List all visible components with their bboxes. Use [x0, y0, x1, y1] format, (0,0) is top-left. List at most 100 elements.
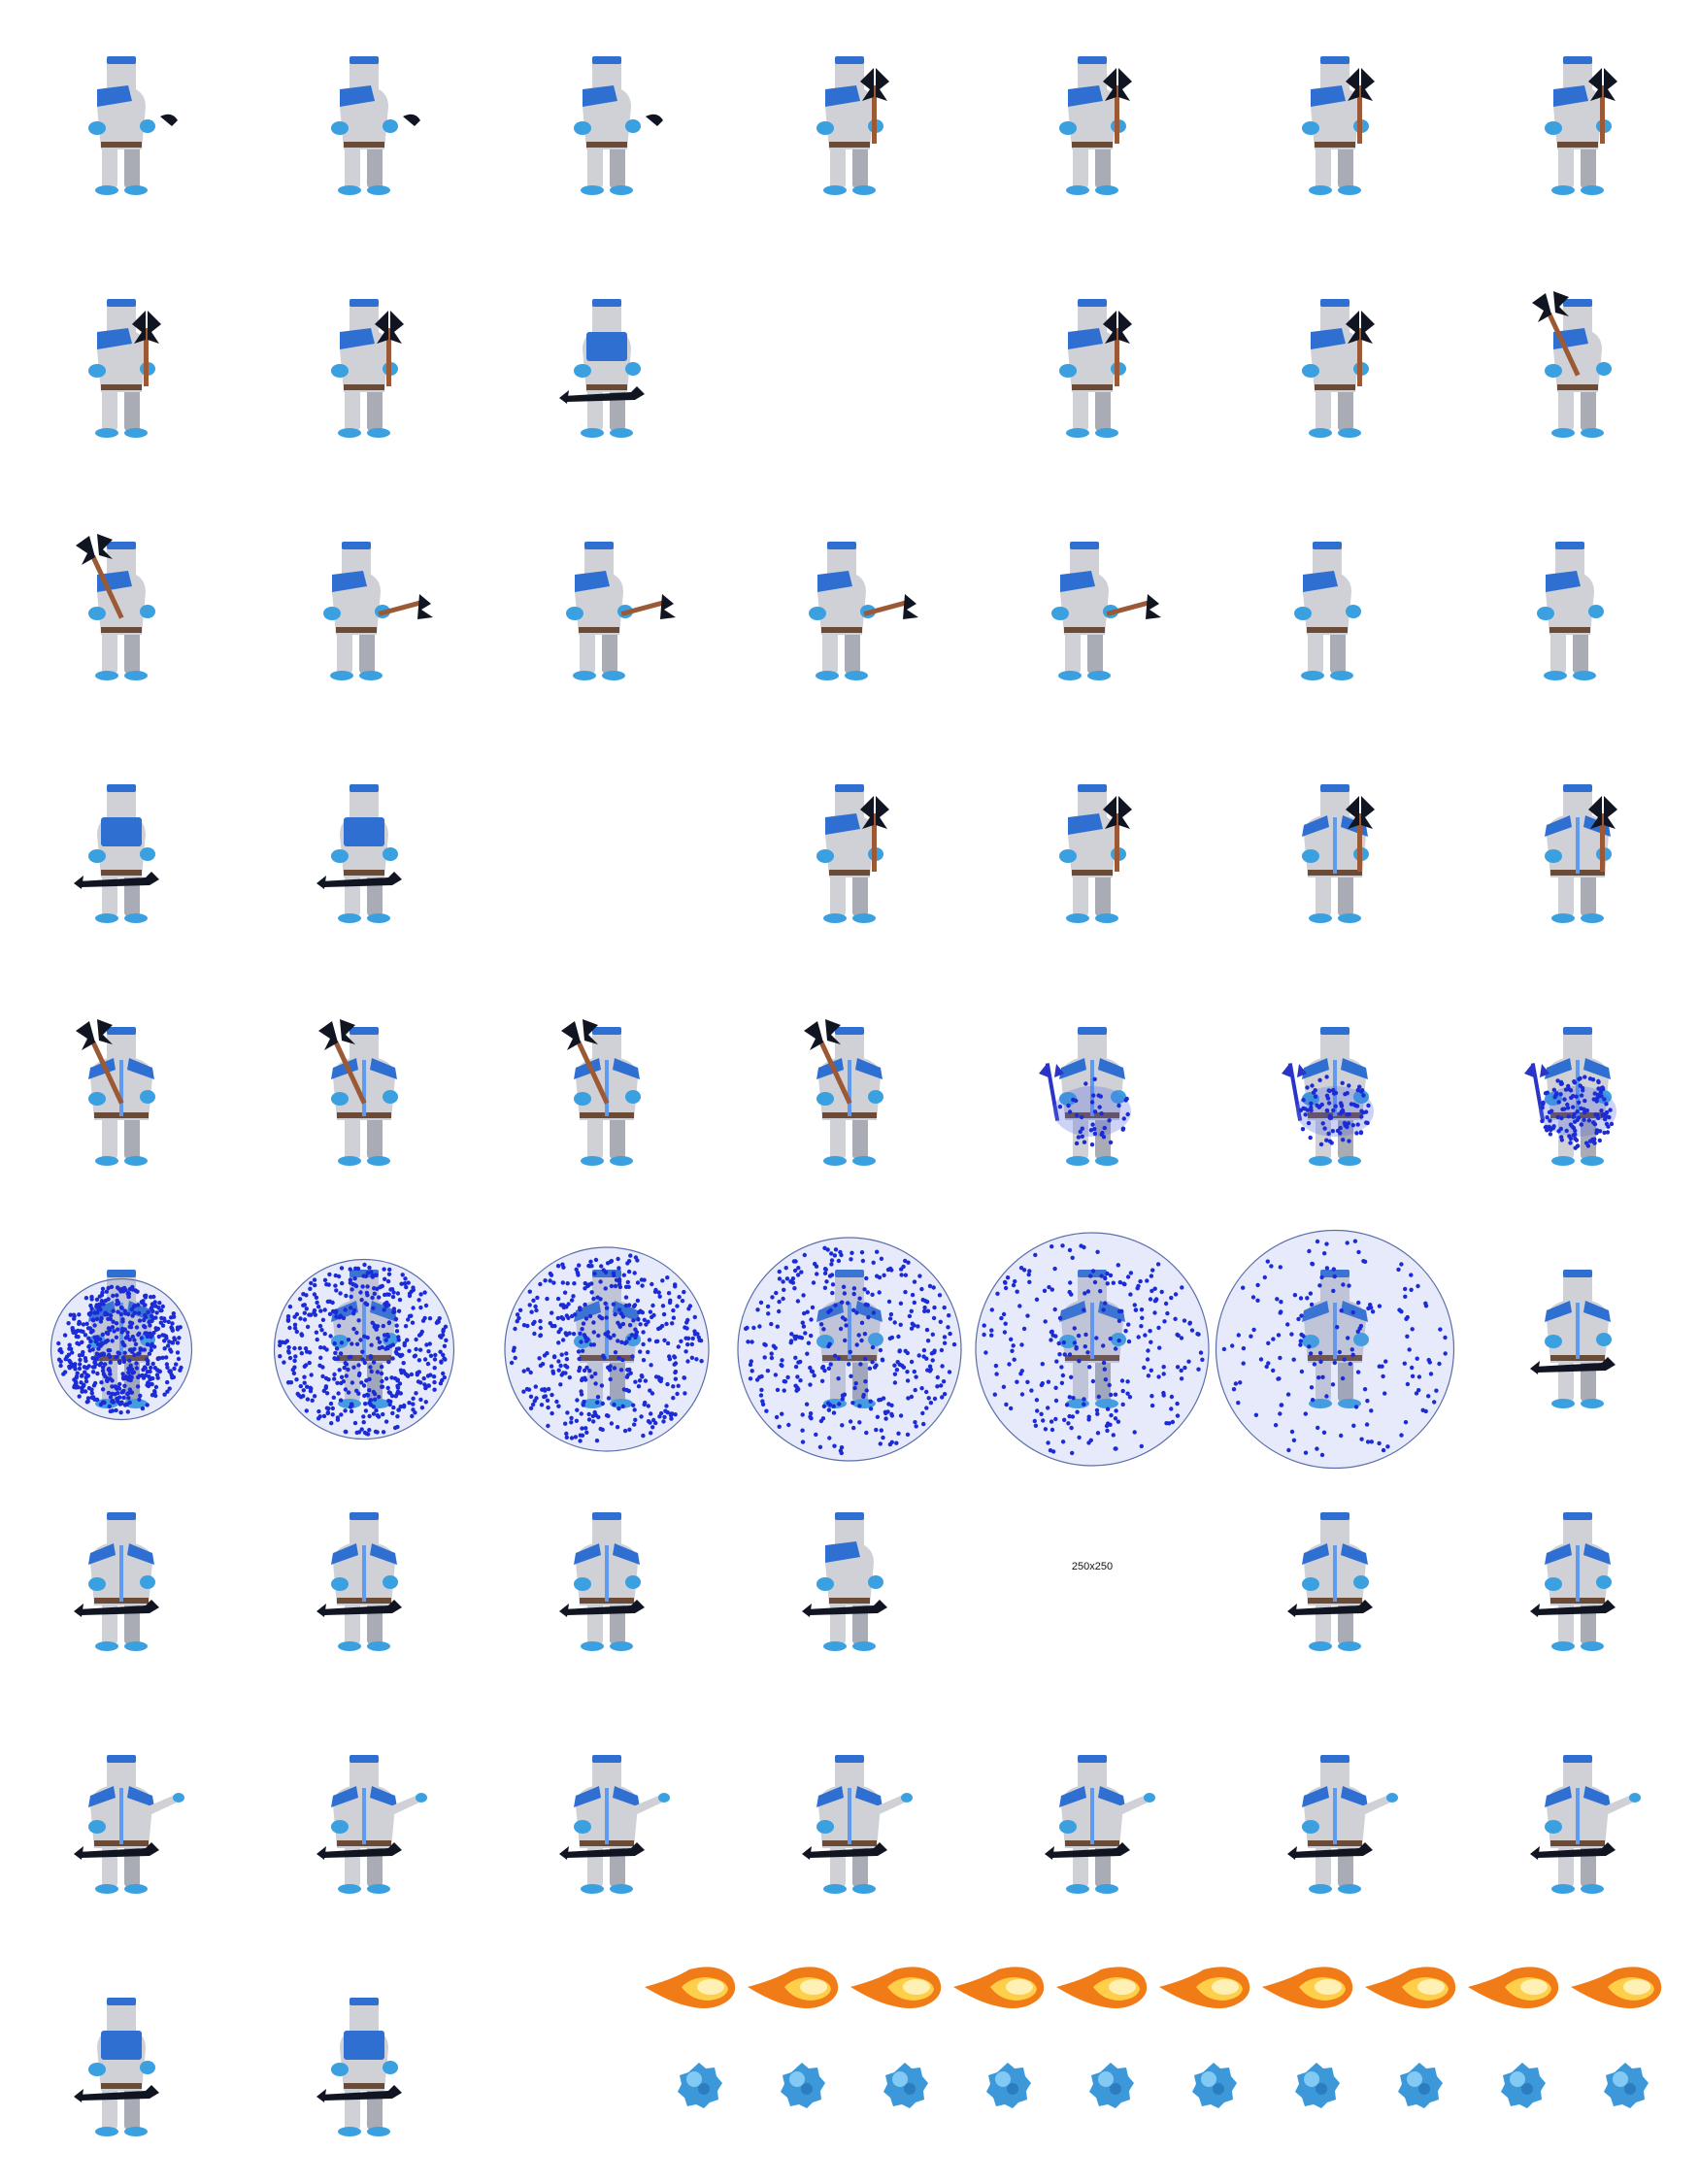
fireball-frame: [1054, 1961, 1149, 2013]
sprite-frame-raise-4: [1456, 0, 1699, 243]
sprite-frame-cast-6: [1214, 971, 1456, 1213]
golem-body: [88, 784, 155, 923]
sprite-frame-aura-3: [485, 1213, 728, 1456]
golem-body: [1545, 1512, 1612, 1651]
sprite-frame-back-1: [0, 1941, 243, 2184]
sprite-frame-strike-1: [0, 485, 243, 728]
golem-body: [1537, 542, 1604, 680]
sprite-stand-1: [74, 1512, 159, 1651]
golem-body: [1545, 1027, 1612, 1166]
sprite-back-1: [74, 1998, 159, 2136]
golem-body: [816, 1512, 883, 1651]
sprite-strike-5: [1051, 542, 1161, 680]
magic-particles: [1540, 1075, 1615, 1150]
sprite-frame-empty: [485, 728, 728, 971]
axe: [559, 386, 645, 404]
axe: [1287, 1842, 1373, 1860]
sprite-frame-walk-1: [728, 728, 971, 971]
fireball-frame: [1363, 1961, 1458, 2013]
sprite-frame-cast-1: [0, 971, 243, 1213]
sprite-aura-end: [1530, 1270, 1616, 1408]
sprite-frame-cast-7: [1456, 971, 1699, 1213]
sprite-aura-2: [273, 1258, 455, 1440]
sprite-frame-stand-5: [1214, 1456, 1456, 1699]
sprite-aura-3: [504, 1246, 710, 1452]
axe: [318, 1019, 367, 1105]
sprite-frame-raise-1: [728, 0, 971, 243]
golem-body: [88, 299, 155, 438]
sprite-frame-aura-6: [1214, 1213, 1456, 1470]
axe: [316, 1842, 402, 1860]
sprite-cast-7: [1524, 1027, 1616, 1166]
sprite-walk-3: [1302, 784, 1375, 923]
sprite-aura-1: [50, 1270, 193, 1421]
sprite-gesture-1: [74, 1755, 184, 1894]
axe: [378, 594, 433, 619]
sprite-frame-turn-2: [243, 728, 485, 971]
axe: [74, 1600, 159, 1617]
sprite-raise-4: [1545, 56, 1617, 195]
sprite-swing-5: [1302, 299, 1375, 438]
fireball-frame: [643, 1961, 738, 2013]
sprite-frame-swing-2: [243, 243, 485, 485]
axe: [860, 796, 889, 872]
sprite-frame-cast-5: [971, 971, 1214, 1213]
ice-orb-frame: [881, 2060, 929, 2108]
axe: [1530, 1357, 1616, 1374]
axe: [375, 311, 404, 386]
sprite-stand-4: [802, 1512, 887, 1651]
sprite-frame-stand-6: [1456, 1456, 1699, 1699]
sprite-swing-2: [331, 299, 404, 438]
sprite-frame-swing-3: [485, 243, 728, 485]
golem-body: [816, 56, 883, 195]
axe: [802, 1842, 887, 1860]
golem-body: [88, 1755, 184, 1894]
axe: [74, 1842, 159, 1860]
golem-body: [574, 299, 641, 438]
axe: [561, 1019, 610, 1105]
golem-body: [574, 1027, 641, 1166]
axe: [1346, 68, 1375, 144]
sprite-swing-3: [559, 299, 645, 438]
axe: [74, 2085, 159, 2102]
golem-body: [331, 1512, 398, 1651]
sprite-walk-4: [1545, 784, 1617, 923]
golem-body: [88, 1512, 155, 1651]
sprite-frame-walk-2: [971, 728, 1214, 971]
sprite-gesture-5: [1045, 1755, 1155, 1894]
sprite-gesture-3: [559, 1755, 670, 1894]
sprite-strike-4: [809, 542, 918, 680]
golem-body: [1059, 784, 1126, 923]
sprite-frame-gesture-4: [728, 1699, 971, 1941]
axe: [1530, 1600, 1616, 1617]
golem-body: [323, 542, 390, 680]
sprite-turn-2: [316, 784, 402, 923]
golem-body: [1302, 299, 1369, 438]
sprite-frame-aura-4: [728, 1213, 971, 1462]
ice-orb-frame: [1292, 2060, 1341, 2108]
sprite-stand-6: [1530, 1512, 1616, 1651]
magic-particles: [982, 1243, 1205, 1456]
sprite-gesture-6: [1287, 1755, 1398, 1894]
aura-ring: [737, 1237, 962, 1462]
golem-body: [574, 1512, 641, 1651]
aura-ring: [504, 1246, 710, 1452]
golem-body: [816, 1755, 913, 1894]
sprite-cast-5: [1039, 1027, 1131, 1166]
golem-body: [1302, 56, 1369, 195]
sprite-turn-1: [74, 784, 159, 923]
axe: [1106, 594, 1161, 619]
sprite-idle-side-2: [331, 56, 420, 195]
sprite-gesture-2: [316, 1755, 427, 1894]
ice-orb-frame: [1395, 2060, 1444, 2108]
sprite-swing-4: [1059, 299, 1132, 438]
axe: [76, 534, 124, 619]
axe: [316, 1600, 402, 1617]
golem-body: [331, 1027, 398, 1166]
sprite-frame-stand-3: [485, 1456, 728, 1699]
sprite-stand-5: [1287, 1512, 1373, 1651]
sprite-idle-side-3: [574, 56, 663, 195]
sprite-frame-strike-2: [243, 485, 485, 728]
sprite-frame-walk-4: [1456, 728, 1699, 971]
sprite-frame-strike-7: [1456, 485, 1699, 728]
